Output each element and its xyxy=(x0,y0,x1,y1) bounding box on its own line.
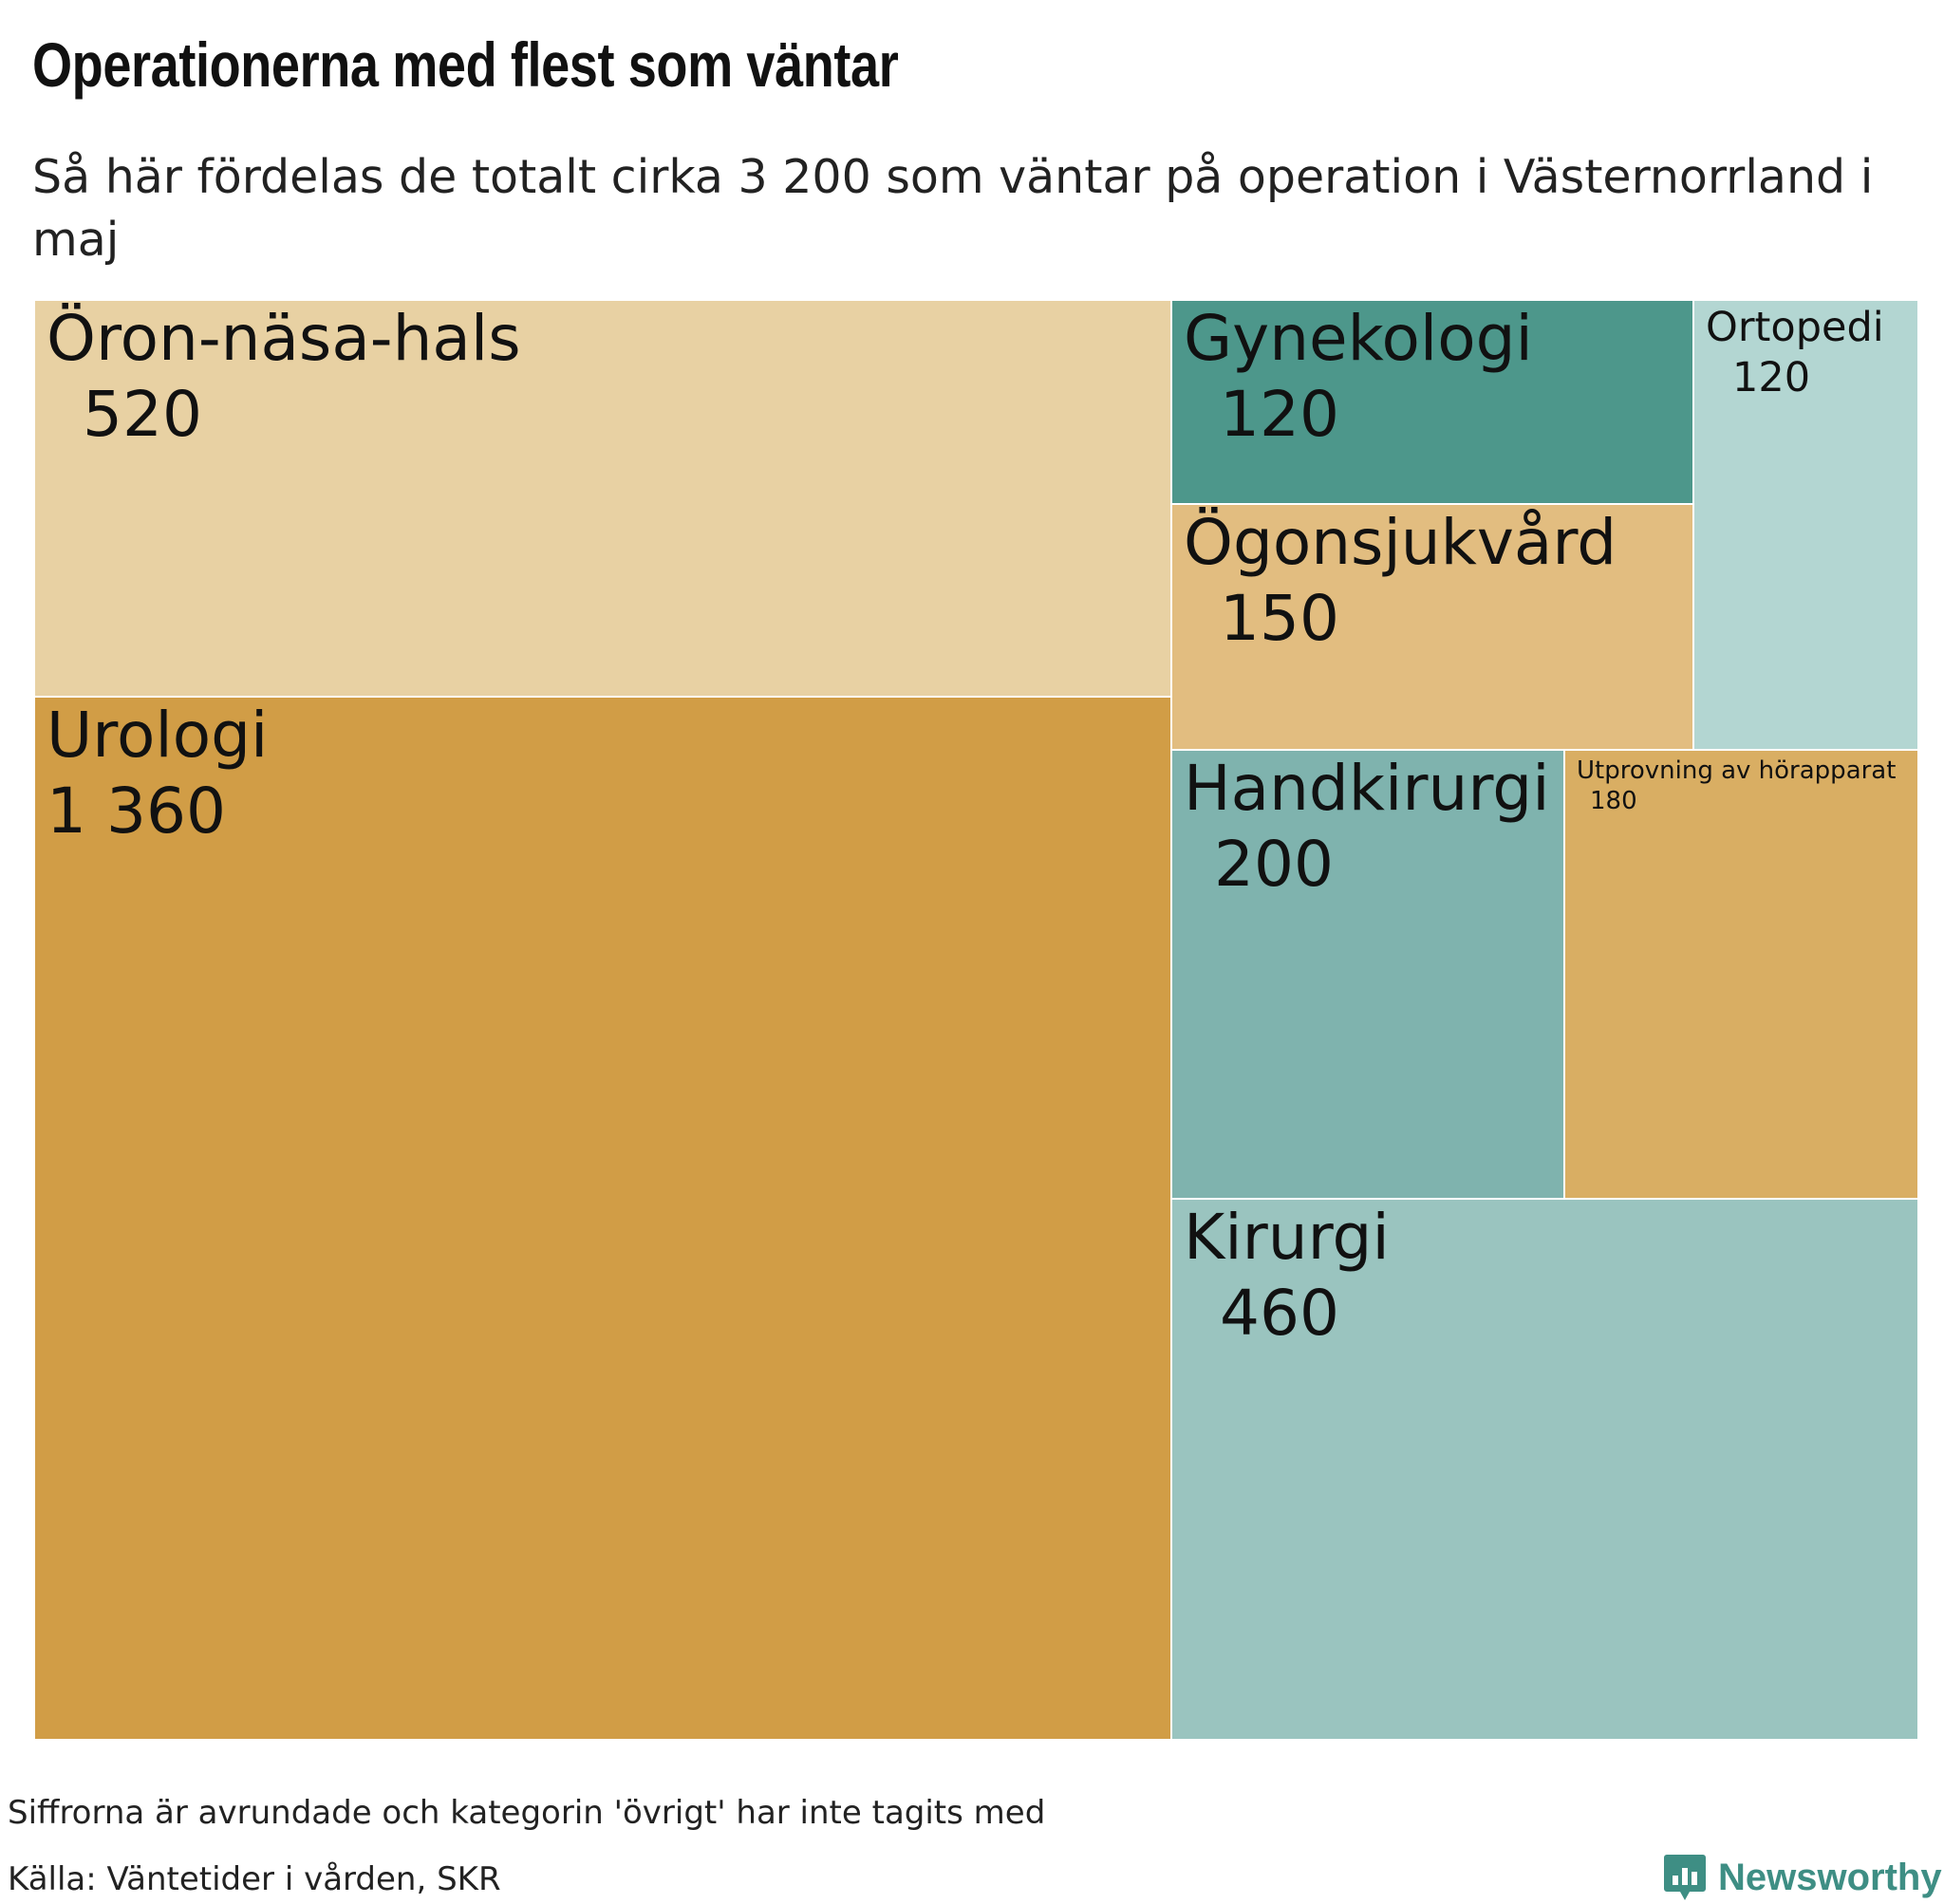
treemap-tile-gynekologi: Gynekologi 120 xyxy=(1171,300,1693,504)
tile-label-utprovning-av-horapparat: Utprovning av hörapparat xyxy=(1577,756,1897,785)
treemap-tile-ogonsjukvard: Ögonsjukvård 150 xyxy=(1171,504,1693,750)
treemap-tile-handkirurgi: Handkirurgi 200 xyxy=(1171,750,1564,1199)
tile-value-ogonsjukvard: 150 xyxy=(1220,582,1339,655)
tile-value-urologi: 1 360 xyxy=(47,775,226,848)
tile-label-kirurgi: Kirurgi xyxy=(1184,1201,1390,1274)
tile-value-gynekologi: 120 xyxy=(1220,378,1339,451)
tile-value-oron-nasa-hals: 520 xyxy=(83,378,202,451)
treemap-tile-urologi: Urologi 1 360 xyxy=(34,697,1171,1740)
tile-value-utprovning-av-horapparat: 180 xyxy=(1590,787,1637,815)
brand-logo: Newsworthy xyxy=(1663,1851,1942,1904)
source-note: Källa: Väntetider i vården, SKR xyxy=(8,1860,501,1898)
tile-label-urologi: Urologi xyxy=(47,699,269,772)
tile-label-handkirurgi: Handkirurgi xyxy=(1184,752,1550,825)
treemap-tile-ortopedi: Ortopedi 120 xyxy=(1693,300,1918,750)
treemap-tile-oron-nasa-hals: Öron-näsa-hals 520 xyxy=(34,300,1171,697)
footnote: Siffrorna är avrundade och kategorin 'öv… xyxy=(8,1794,1046,1832)
tile-label-ogonsjukvard: Ögonsjukvård xyxy=(1184,506,1617,579)
newsworthy-logo-icon xyxy=(1664,1855,1706,1900)
treemap-tile-kirurgi: Kirurgi 460 xyxy=(1171,1199,1918,1740)
chart-subtitle: Så här fördelas de totalt cirka 3 200 so… xyxy=(32,150,1874,267)
treemap-tile-utprovning-av-horapparat: Utprovning av hörapparat 180 xyxy=(1564,750,1918,1199)
treemap: Öron-näsa-hals 520 Urologi 1 360 Gynekologi 1… xyxy=(34,300,1918,1740)
tile-label-ortopedi: Ortopedi xyxy=(1706,304,1884,351)
brand-name: Newsworthy xyxy=(1718,1856,1942,1898)
chart-title: Operationerna med flest som väntar xyxy=(32,29,899,100)
tile-label-gynekologi: Gynekologi xyxy=(1184,302,1533,375)
tile-value-handkirurgi: 200 xyxy=(1214,828,1334,901)
tile-label-oron-nasa-hals: Öron-näsa-hals xyxy=(47,302,521,375)
tile-value-ortopedi: 120 xyxy=(1732,354,1811,401)
tile-value-kirurgi: 460 xyxy=(1220,1277,1339,1350)
